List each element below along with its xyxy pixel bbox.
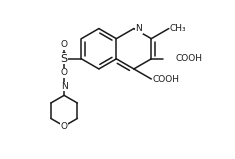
Text: COOH: COOH [152, 75, 179, 83]
Text: CH₃: CH₃ [170, 24, 186, 33]
Text: COOH: COOH [175, 54, 202, 63]
Text: O: O [61, 40, 68, 49]
Text: N: N [135, 24, 142, 33]
Text: O: O [61, 68, 68, 77]
Text: N: N [61, 82, 67, 91]
Text: O: O [61, 122, 68, 131]
Text: S: S [61, 54, 68, 64]
